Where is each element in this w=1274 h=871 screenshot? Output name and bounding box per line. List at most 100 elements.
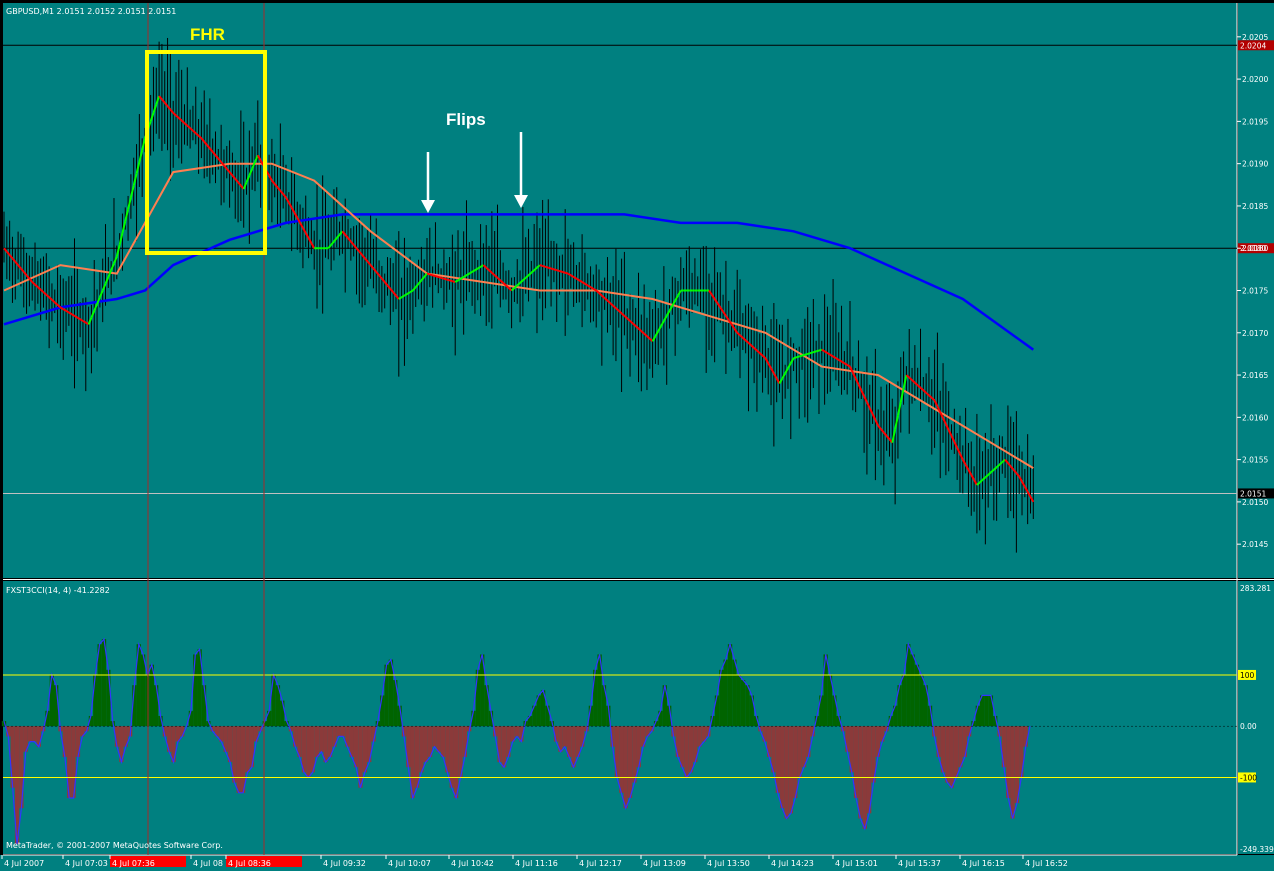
cci-bar — [653, 721, 659, 727]
trend-line-segment — [981, 476, 987, 481]
cci-bar — [580, 726, 585, 747]
price-tick-label: 2.0195 — [1242, 117, 1268, 126]
trend-line-segment — [843, 362, 848, 366]
cci-bar — [893, 705, 898, 727]
cci-bar — [506, 726, 511, 757]
trend-line-segment — [389, 288, 394, 293]
trend-line-segment — [928, 394, 933, 399]
axis-labels-group: 2.0204 2.0180 2.0151 2.0205 2.0200 2.0195 2.01… — [1, 33, 1274, 868]
cci-bar — [145, 674, 150, 727]
trend-line-segment — [437, 276, 442, 279]
cci-bar — [180, 726, 185, 737]
trend-line-segment — [496, 277, 501, 282]
indicator-panel[interactable] — [3, 581, 1237, 854]
cci-bar — [497, 726, 502, 763]
trend-line-segment — [73, 315, 78, 319]
trend-line-segment — [82, 320, 87, 324]
trend-line-segment — [592, 287, 597, 292]
trend-line-segment — [124, 209, 130, 222]
trend-line-segment — [98, 290, 104, 298]
trend-line-segment — [995, 463, 1001, 468]
trend-line-segment — [302, 227, 307, 234]
cci-bar — [562, 726, 567, 747]
cci-bar — [314, 726, 320, 757]
flip-arrow-1 — [421, 152, 435, 213]
cci-bar — [627, 726, 633, 798]
cci-bar — [319, 726, 324, 752]
trend-line-segment — [432, 274, 436, 278]
cci-bar — [840, 726, 846, 732]
cci-bar — [536, 695, 541, 727]
cci-line[interactable] — [3, 637, 1031, 845]
trend-line-segment — [482, 264, 487, 269]
trend-line-segment — [488, 269, 493, 274]
cci-bar — [6, 726, 11, 737]
cci-bar — [975, 705, 981, 727]
trend-line-segment — [510, 287, 516, 292]
cci-bar — [1019, 726, 1024, 778]
trend-line-segment — [1004, 458, 1009, 464]
trend-line-segment — [914, 381, 919, 386]
trend-line-segment — [87, 317, 93, 325]
trend-line-segment — [637, 327, 642, 332]
trend-line-segment — [550, 267, 555, 271]
main-title: GBPUSD,M1 2.0151 2.0152 2.0151 2.0151 — [6, 7, 176, 16]
cci-bar — [53, 685, 59, 727]
cci-bar — [1, 721, 7, 727]
trend-line-segment — [129, 185, 135, 198]
trend-line-segment — [744, 339, 750, 344]
slow-ma-line[interactable] — [3, 213, 1035, 351]
trend-line-segment — [545, 265, 549, 269]
trend-line-segment — [513, 284, 518, 289]
cci-bar — [197, 649, 202, 727]
trend-line-segment — [209, 147, 214, 153]
cci-bar — [149, 664, 154, 727]
trend-line-segment — [764, 357, 770, 364]
main-panel[interactable] — [3, 3, 1237, 578]
cci-bar — [293, 726, 298, 747]
trend-line-segment — [643, 332, 648, 337]
fhr-box[interactable] — [145, 50, 267, 255]
trend-line-segment — [829, 353, 834, 358]
trend-line-segment — [660, 320, 665, 327]
price-tag-label: 2.0180 — [1240, 244, 1266, 253]
trend-line-segment — [931, 397, 936, 402]
cci-bar — [297, 726, 302, 757]
trend-line-segment — [414, 283, 420, 288]
trend-line-segment — [307, 237, 313, 244]
cci-bar — [27, 726, 33, 742]
cci-bar — [449, 726, 454, 788]
trend-line-segment — [753, 347, 758, 352]
cci-bar — [984, 695, 989, 727]
trend-line-segment — [1015, 472, 1020, 478]
trend-line-segment — [192, 129, 197, 134]
trend-line-segment — [429, 273, 433, 277]
time-tick-label: 4 Jul 2007 — [4, 859, 44, 868]
cci-bar — [284, 721, 289, 727]
cci-bar — [962, 726, 967, 757]
cci-bar — [106, 669, 111, 727]
trend-line-segment — [570, 274, 575, 278]
trend-line-segment — [195, 132, 200, 137]
cci-bar — [436, 726, 441, 752]
trend-line-segment — [499, 279, 504, 284]
cci-bar — [401, 726, 407, 737]
cci-bar — [601, 685, 607, 727]
trend-line-segment — [364, 257, 369, 263]
trend-line-segment — [237, 181, 242, 187]
trend-line-segment — [39, 288, 45, 293]
indicator-title: FXST3CCI(14, 4) -41.2282 — [6, 586, 110, 595]
trend-line-segment — [178, 117, 183, 122]
trend-line-segment — [333, 237, 338, 243]
cci-bar — [949, 726, 954, 788]
fast-ma-line[interactable] — [3, 162, 1034, 469]
cci-tick-label: -100 — [1240, 773, 1257, 782]
cci-bar — [732, 659, 737, 727]
cci-bar — [301, 726, 307, 773]
cci-bar — [123, 726, 128, 747]
trend-line-segment — [651, 335, 657, 342]
trend-line-segment — [79, 318, 84, 322]
cci-bar — [780, 726, 785, 809]
cci-bar — [267, 710, 272, 727]
